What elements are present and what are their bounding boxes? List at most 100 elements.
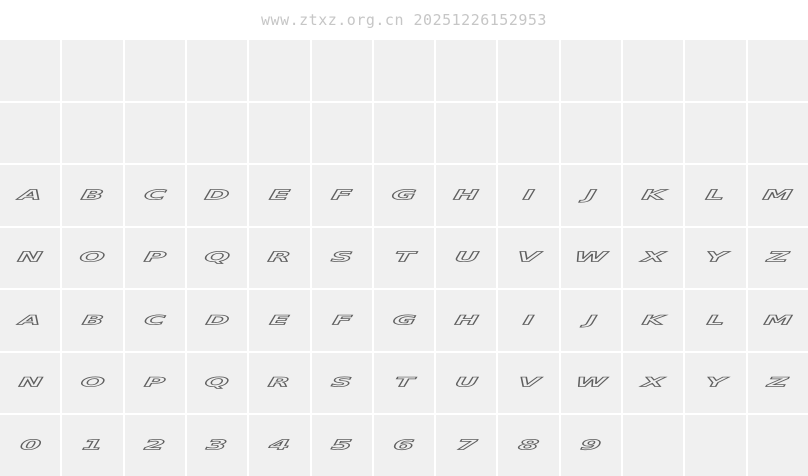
glyph: j [584,312,598,328]
glyph-cell: x [623,352,684,414]
glyph-cell: D [186,165,248,226]
glyph-cell: Z [747,227,808,289]
glyph: p [143,375,167,391]
glyph-cell: R [249,227,310,289]
glyph-cell: p [124,352,185,414]
glyph-cell-empty [311,102,372,164]
glyph-cell: f [311,290,372,351]
glyph-cell-empty [249,102,310,164]
glyph-cell: S [311,227,372,289]
glyph: Z [765,249,790,266]
glyph: M [761,187,794,204]
glyph-cell: v [498,352,559,414]
glyph: x [641,375,666,391]
glyph-cell: L [685,165,746,226]
glyph: Y [703,249,728,266]
glyph: V [515,249,542,266]
glyph-cell: N [0,227,61,289]
glyph: l [705,312,727,328]
glyph-cell: n [0,352,61,414]
glyph-cell: b [62,290,123,351]
glyph-cell: 8 [498,415,559,476]
glyph-cell: K [623,165,684,226]
glyph-cell: I [498,165,559,226]
glyph: I [521,187,536,204]
glyph: c [143,312,167,328]
glyph: S [329,249,354,266]
glyph-cell-empty [498,102,559,164]
glyph-cell: P [124,227,185,289]
glyph: X [640,249,667,266]
watermark-bar: www.ztxz.org.cn 20251226152953 [0,0,808,40]
glyph-cell: o [62,352,123,414]
glyph-cell: M [747,165,808,226]
glyph-cell: g [373,290,435,351]
glyph: i [522,312,536,328]
glyph-cell: a [0,290,61,351]
glyph: 8 [516,437,541,454]
glyph-cell-empty [436,40,497,101]
glyph-cell: 7 [436,415,497,476]
glyph: U [452,249,480,266]
glyph-cell: h [436,290,497,351]
glyph: 0 [18,437,42,454]
glyph-cell-empty [685,415,746,476]
glyph: q [203,375,231,391]
glyph-cell: F [311,165,372,226]
glyph: u [453,375,480,391]
glyph: g [391,312,418,328]
glyph-cell-empty [373,40,435,101]
glyph: v [516,375,541,391]
glyph: W [573,249,609,266]
glyph-cell: T [373,227,435,289]
glyph-cell: r [249,352,310,414]
glyph-cell: J [560,165,622,226]
glyph-cell: Y [685,227,746,289]
glyph: R [266,249,293,266]
glyph: 6 [392,437,416,454]
glyph: 2 [143,437,167,454]
glyph: 3 [205,437,229,454]
glyph: y [704,375,728,391]
glyph-cell: V [498,227,559,289]
glyph-cell-empty [747,102,808,164]
glyph-cell-empty [0,40,61,101]
glyph: A [17,187,44,204]
glyph-cell-empty [560,40,622,101]
glyph-cell-empty [623,40,684,101]
glyph-cell: 0 [0,415,61,476]
glyph-cell-empty [186,40,248,101]
glyph-cell: u [436,352,497,414]
glyph-cell: m [747,290,808,351]
glyph-cell-empty [747,415,808,476]
glyph-cell-empty [498,40,559,101]
glyph: a [18,312,43,328]
glyph-cell: 9 [560,415,622,476]
glyph: E [267,187,291,204]
glyph: Q [203,249,232,266]
glyph-cell: t [373,352,435,414]
glyph-cell: W [560,227,622,289]
glyph: F [330,187,354,204]
glyph-cell: c [124,290,185,351]
glyph: e [268,312,291,328]
glyph-cell: A [0,165,61,226]
glyph-cell-empty [124,102,185,164]
glyph-cell: k [623,290,684,351]
glyph: P [142,249,168,266]
glyph-cell: y [685,352,746,414]
glyph: O [78,249,107,266]
glyph-cell: B [62,165,123,226]
glyph: k [641,312,666,328]
glyph-cell-empty [747,40,808,101]
glyph-cell-empty [373,102,435,164]
glyph-cell: d [186,290,248,351]
glyph: J [584,187,599,204]
glyph-cell-empty [436,102,497,164]
glyph: s [330,375,354,391]
glyph-cell-empty [0,102,61,164]
glyph-cell: e [249,290,310,351]
glyph-cell: U [436,227,497,289]
glyph-cell: l [685,290,746,351]
